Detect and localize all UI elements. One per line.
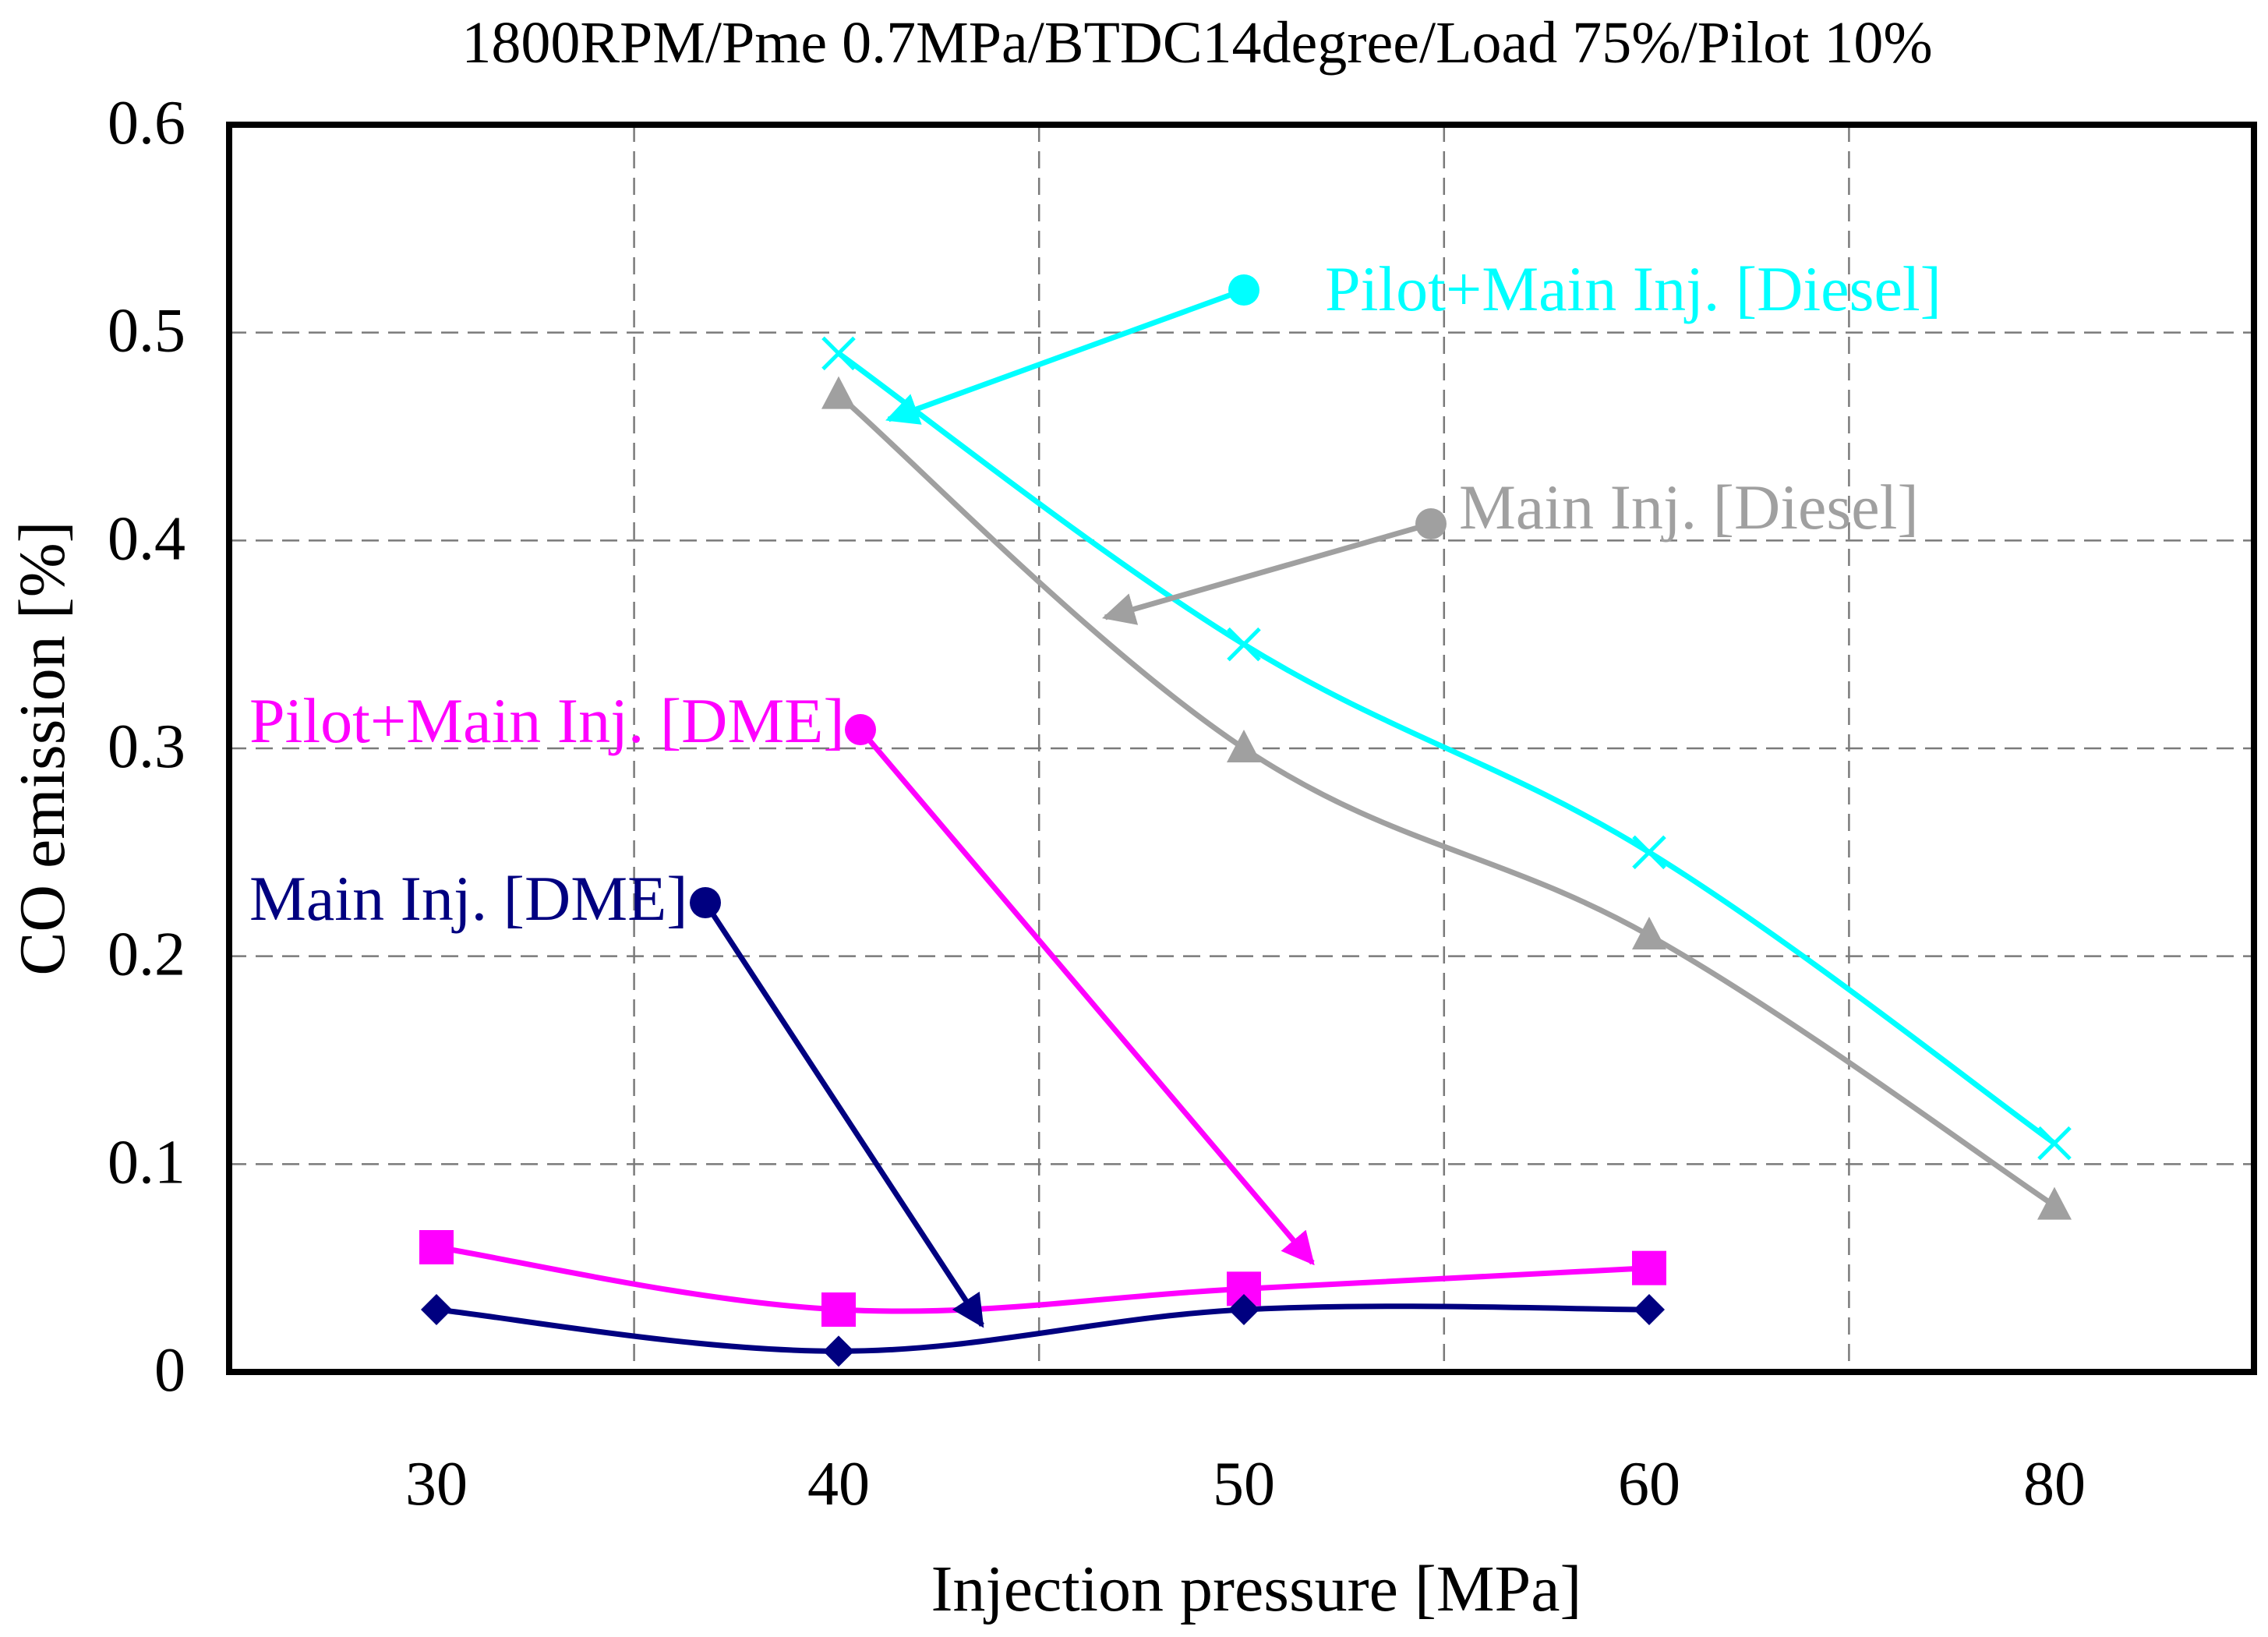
legend-arrow-pilot-main-diesel: [885, 274, 1259, 425]
series-pilot-main-dme: [419, 1230, 1666, 1327]
x-tick-label: 60: [1618, 1450, 1680, 1519]
legend-arrow-main-diesel: [1101, 508, 1447, 625]
legend-label-pilot-main-dme: Pilot+Main Inj. [DME]: [249, 685, 845, 756]
y-tick-label: 0.5: [108, 297, 185, 366]
data-point: [421, 1294, 452, 1325]
data-point: [2037, 1126, 2072, 1161]
y-tick-label: 0: [154, 1336, 185, 1405]
x-axis-ticks: 30 40 50 60 80: [405, 1450, 2086, 1519]
data-point: [823, 1335, 854, 1367]
data-point: [1634, 1294, 1665, 1325]
x-tick-label: 30: [405, 1450, 468, 1519]
legend-label-main-diesel: Main Inj. [Diesel]: [1459, 472, 1919, 543]
series-main-dme: [421, 1294, 1665, 1367]
x-axis-label: Injection pressure [MPa]: [931, 1553, 1581, 1625]
legend-label-main-dme: Main Inj. [DME]: [249, 863, 688, 934]
legend-label-pilot-main-diesel: Pilot+Main Inj. [Diesel]: [1325, 253, 1941, 324]
annotation-layer: [690, 274, 1447, 1328]
y-axis-label: CO emission [%]: [6, 521, 79, 975]
series-line: [836, 351, 2057, 1146]
data-point: [1227, 730, 1261, 762]
data-point: [821, 376, 856, 409]
series-line: [436, 1303, 1650, 1354]
series-line: [436, 1244, 1650, 1314]
data-point: [1632, 1250, 1666, 1285]
data-point: [2037, 1186, 2072, 1220]
series-main-diesel: [821, 376, 2072, 1220]
data-point: [821, 336, 856, 371]
x-tick-label: 50: [1213, 1450, 1275, 1519]
data-point: [1228, 1294, 1259, 1325]
legend-arrow-pilot-main-dme: [845, 714, 1315, 1266]
series-layer: [419, 336, 2072, 1367]
y-tick-label: 0.1: [108, 1128, 185, 1197]
series-line: [836, 393, 2056, 1208]
y-tick-label: 0.3: [108, 712, 185, 781]
y-tick-label: 0.6: [108, 89, 185, 157]
x-tick-label: 40: [807, 1450, 870, 1519]
data-point: [1227, 627, 1261, 662]
plot-area-border: [226, 122, 2257, 1375]
legend-arrow-main-dme: [690, 887, 984, 1328]
data-point: [1632, 835, 1666, 870]
x-tick-label: 80: [2023, 1450, 2086, 1519]
y-tick-label: 0.2: [108, 921, 185, 989]
chart-title: 1800RPM/Pme 0.7MPa/BTDC14degree/Load 75%…: [461, 10, 1932, 76]
data-point: [419, 1230, 454, 1264]
data-point: [1632, 917, 1666, 949]
series-pilot-main-diesel: [821, 336, 2072, 1161]
y-tick-label: 0.4: [108, 504, 185, 573]
data-point: [821, 1292, 856, 1327]
y-axis-ticks: 0 0.1 0.2 0.3 0.4 0.5 0.6: [108, 89, 185, 1405]
